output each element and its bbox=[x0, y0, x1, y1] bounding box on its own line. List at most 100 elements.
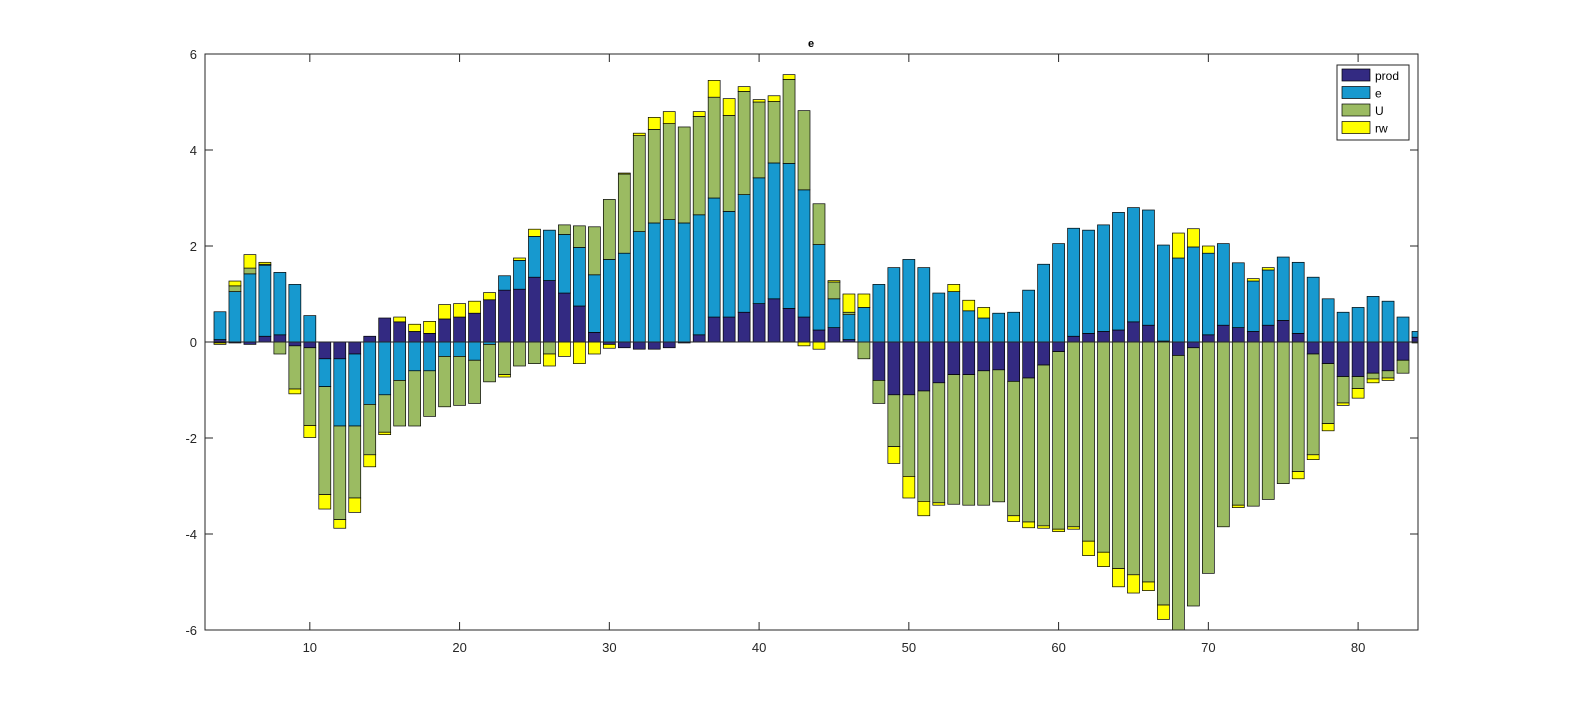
bar-prod-53 bbox=[947, 341, 961, 375]
bar-e-78 bbox=[1321, 298, 1335, 343]
x-tick-label: 60 bbox=[1051, 640, 1065, 655]
bar-prod-25 bbox=[528, 276, 541, 343]
bar-rw-55 bbox=[977, 307, 991, 319]
bar-e-74 bbox=[1261, 269, 1275, 326]
bar-U-11 bbox=[318, 386, 332, 495]
bar-rw-44 bbox=[812, 341, 826, 350]
x-tick-label: 30 bbox=[602, 640, 616, 655]
bar-U-42 bbox=[782, 79, 796, 164]
bar-U-72 bbox=[1231, 341, 1245, 506]
bar-e-66 bbox=[1142, 209, 1155, 326]
bar-prod-12 bbox=[333, 341, 347, 360]
x-tick-label: 10 bbox=[303, 640, 317, 655]
bar-U-25 bbox=[528, 341, 541, 364]
bar-e-35 bbox=[677, 222, 691, 343]
bar-e-58 bbox=[1022, 289, 1035, 343]
bar-rw-63 bbox=[1097, 551, 1110, 567]
bar-e-27 bbox=[558, 234, 571, 294]
bar-U-81 bbox=[1366, 372, 1380, 380]
bar-prod-17 bbox=[408, 331, 421, 343]
bar-U-37 bbox=[707, 96, 721, 199]
bar-rw-17 bbox=[408, 323, 421, 332]
bar-prod-80 bbox=[1351, 341, 1365, 377]
bar-rw-51 bbox=[917, 501, 931, 517]
bar-prod-31 bbox=[617, 341, 631, 349]
bar-rw-45 bbox=[827, 280, 841, 283]
bar-U-76 bbox=[1291, 341, 1305, 472]
bar-U-23 bbox=[498, 341, 511, 375]
bar-rw-37 bbox=[707, 80, 721, 98]
x-tick-label: 40 bbox=[752, 640, 766, 655]
bar-rw-28 bbox=[573, 341, 586, 364]
bar-rw-5 bbox=[228, 280, 242, 287]
bar-prod-24 bbox=[513, 288, 526, 343]
bar-rw-72 bbox=[1231, 504, 1245, 508]
bar-e-81 bbox=[1366, 296, 1380, 343]
bar-e-49 bbox=[887, 267, 901, 343]
bar-prod-55 bbox=[977, 341, 991, 372]
bar-e-57 bbox=[1007, 311, 1021, 343]
bar-rw-11 bbox=[318, 494, 332, 510]
bar-prod-13 bbox=[348, 341, 362, 355]
bar-U-63 bbox=[1097, 341, 1110, 553]
bar-e-40 bbox=[752, 177, 766, 304]
bar-prod-11 bbox=[318, 341, 332, 360]
bar-e-71 bbox=[1216, 243, 1230, 326]
bar-U-45 bbox=[827, 281, 841, 300]
bar-U-52 bbox=[932, 382, 946, 504]
bar-e-80 bbox=[1351, 307, 1365, 343]
bar-rw-21 bbox=[468, 300, 481, 314]
bar-rw-34 bbox=[662, 111, 676, 124]
y-tick-label: 4 bbox=[190, 143, 197, 158]
bar-U-57 bbox=[1007, 381, 1021, 517]
bar-prod-71 bbox=[1216, 324, 1230, 343]
bar-U-68 bbox=[1172, 355, 1185, 630]
bar-rw-25 bbox=[528, 228, 541, 237]
bar-rw-61 bbox=[1067, 526, 1080, 530]
bar-e-44 bbox=[812, 244, 826, 331]
bar-U-21 bbox=[468, 359, 481, 404]
bar-rw-18 bbox=[423, 321, 436, 334]
bar-e-73 bbox=[1246, 280, 1260, 332]
bar-e-67 bbox=[1157, 244, 1170, 342]
bar-rw-4 bbox=[213, 342, 227, 345]
y-tick-label: -4 bbox=[185, 527, 197, 542]
legend-swatch-U bbox=[1341, 103, 1371, 117]
bar-U-79 bbox=[1336, 376, 1350, 404]
bar-rw-65 bbox=[1127, 574, 1140, 594]
bar-rw-14 bbox=[363, 454, 377, 468]
y-tick-label: 2 bbox=[190, 239, 197, 254]
bar-U-9 bbox=[288, 345, 302, 390]
bar-e-23 bbox=[498, 275, 511, 291]
bar-e-13 bbox=[348, 353, 362, 427]
bar-prod-22 bbox=[483, 299, 496, 343]
bar-prod-77 bbox=[1306, 341, 1320, 355]
bar-prod-8 bbox=[273, 334, 287, 343]
bar-U-71 bbox=[1216, 341, 1230, 528]
bar-prod-64 bbox=[1112, 329, 1125, 343]
bar-rw-42 bbox=[782, 74, 796, 80]
bar-rw-32 bbox=[632, 132, 646, 136]
bar-e-11 bbox=[318, 358, 332, 387]
bar-e-12 bbox=[333, 358, 347, 427]
bar-e-26 bbox=[543, 229, 556, 281]
bar-prod-81 bbox=[1366, 341, 1380, 374]
bar-U-41 bbox=[767, 101, 781, 164]
bar-e-43 bbox=[797, 189, 811, 318]
bar-e-46 bbox=[842, 314, 856, 340]
bar-prod-66 bbox=[1142, 324, 1155, 343]
bar-U-8 bbox=[273, 341, 287, 355]
bar-U-62 bbox=[1082, 341, 1095, 542]
bar-U-26 bbox=[543, 341, 556, 355]
bar-prod-59 bbox=[1037, 341, 1050, 366]
bar-U-20 bbox=[453, 356, 466, 406]
bar-e-56 bbox=[992, 312, 1006, 343]
bar-prod-7 bbox=[258, 335, 272, 343]
bar-prod-56 bbox=[992, 341, 1006, 371]
bar-U-83 bbox=[1396, 359, 1410, 374]
bar-prod-34 bbox=[662, 341, 676, 349]
bar-prod-74 bbox=[1261, 324, 1275, 343]
bar-rw-54 bbox=[962, 299, 976, 312]
bar-prod-18 bbox=[423, 333, 436, 343]
